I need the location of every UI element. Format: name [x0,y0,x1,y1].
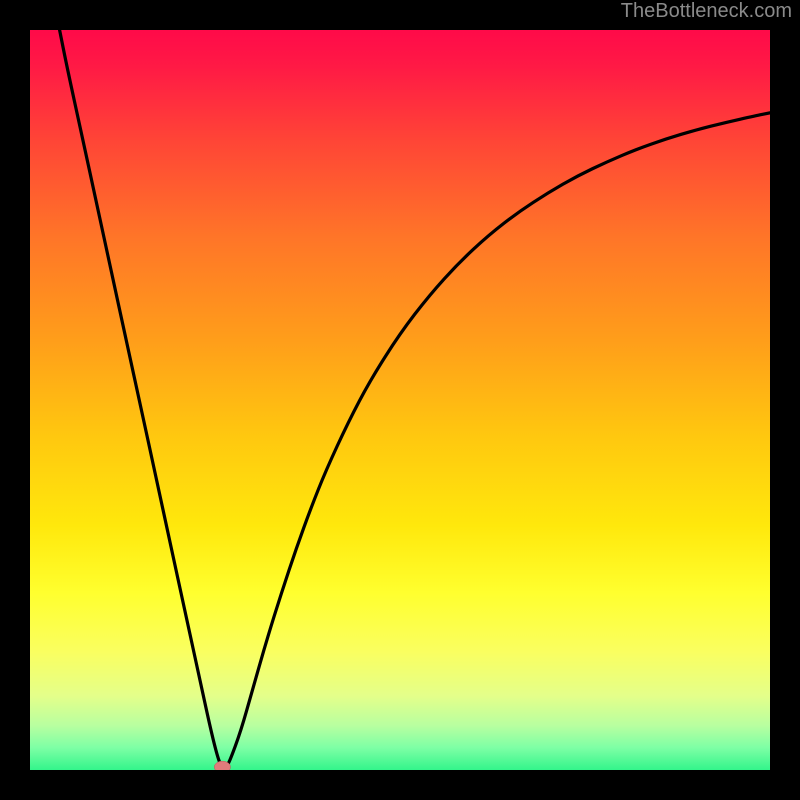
chart-svg [30,30,770,770]
watermark-text: TheBottleneck.com [621,0,792,23]
chart-frame: TheBottleneck.com [0,0,800,800]
